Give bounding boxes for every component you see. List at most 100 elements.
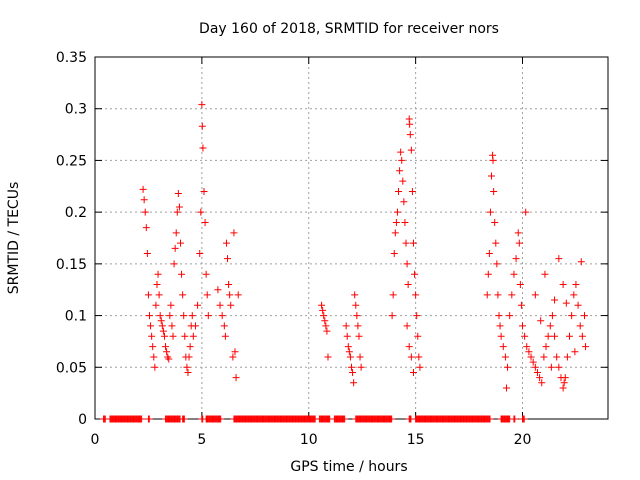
data-point [493, 260, 501, 268]
data-point [504, 363, 512, 371]
data-point [178, 270, 186, 278]
data-point [413, 312, 421, 320]
y-tick-label: 0.05 [56, 360, 87, 376]
data-point [150, 353, 158, 361]
data-point [147, 322, 155, 330]
data-point [143, 250, 151, 258]
x-axis-ticks: 0 5 10 15 20 [91, 57, 532, 448]
data-point [169, 332, 177, 340]
data-point [563, 353, 571, 361]
data-point [395, 187, 403, 195]
data-point [548, 312, 556, 320]
zero-point [138, 415, 146, 423]
data-point [198, 122, 206, 130]
data-point [489, 156, 497, 164]
y-tick-label: 0.1 [65, 309, 87, 325]
data-point [501, 353, 509, 361]
data-point [196, 250, 204, 258]
data-point [555, 255, 563, 263]
data-point [179, 291, 187, 299]
data-point [576, 322, 584, 330]
data-point [204, 312, 212, 320]
data-point [146, 312, 154, 320]
data-point [156, 312, 164, 320]
data-point [353, 312, 361, 320]
data-point [393, 208, 401, 216]
data-point [541, 270, 549, 278]
data-point [163, 348, 171, 356]
data-point [512, 255, 520, 263]
y-tick-label: 0.15 [56, 257, 87, 273]
data-point [553, 353, 561, 361]
y-tick-label: 0.3 [65, 102, 87, 118]
data-point [173, 208, 181, 216]
data-point [220, 322, 228, 330]
data-point [344, 343, 352, 351]
data-point [230, 229, 238, 237]
y-axis-label: SRMTID / TECUs [6, 182, 22, 295]
zero-point [145, 415, 153, 423]
y-axis-ticks: 0 0.05 0.1 0.15 0.2 0.25 0.3 0.35 [56, 50, 608, 428]
data-point [411, 270, 419, 278]
data-point [392, 218, 400, 226]
data-point [183, 363, 191, 371]
data-point [396, 167, 404, 175]
data-point [227, 301, 235, 309]
data-point [580, 312, 588, 320]
data-point [389, 291, 397, 299]
data-point [159, 327, 167, 335]
zero-value-points [100, 415, 528, 423]
data-point [531, 363, 539, 371]
data-points [139, 101, 590, 392]
data-point [409, 368, 417, 376]
data-point [555, 363, 563, 371]
data-point [388, 312, 396, 320]
data-point [139, 185, 147, 193]
data-point [399, 177, 407, 185]
data-point [568, 312, 576, 320]
data-point [226, 291, 234, 299]
data-point [234, 291, 242, 299]
x-axis-label: GPS time / hours [290, 459, 407, 475]
plot-frame [94, 56, 609, 420]
data-point [191, 322, 199, 330]
data-point [354, 322, 362, 330]
data-point [408, 187, 416, 195]
data-point [391, 229, 399, 237]
data-point [216, 301, 224, 309]
data-point [497, 332, 505, 340]
data-point [346, 353, 354, 361]
data-point [536, 374, 544, 382]
data-point [142, 224, 150, 232]
data-point [484, 270, 492, 278]
zero-point [511, 415, 519, 423]
x-tick-label: 20 [514, 432, 532, 448]
data-point [407, 146, 415, 154]
data-point [390, 250, 398, 258]
data-point [232, 374, 240, 382]
data-point [494, 291, 502, 299]
data-point [166, 312, 174, 320]
data-point [519, 322, 526, 330]
data-point [185, 353, 193, 361]
data-point [153, 281, 161, 289]
data-point [516, 281, 524, 289]
data-point [218, 312, 226, 320]
data-point [155, 291, 163, 299]
data-point [397, 148, 405, 156]
data-point [343, 332, 351, 340]
data-point [318, 301, 326, 309]
data-point [174, 190, 182, 198]
data-point [578, 332, 586, 340]
data-point [574, 301, 582, 309]
data-point [351, 291, 359, 299]
data-point [559, 384, 567, 392]
data-point [495, 312, 503, 320]
data-point [407, 353, 415, 361]
data-point [181, 332, 189, 340]
data-point [152, 301, 160, 309]
data-point [320, 312, 328, 320]
data-point [515, 239, 523, 247]
data-point [561, 374, 569, 382]
zero-point [388, 415, 396, 423]
